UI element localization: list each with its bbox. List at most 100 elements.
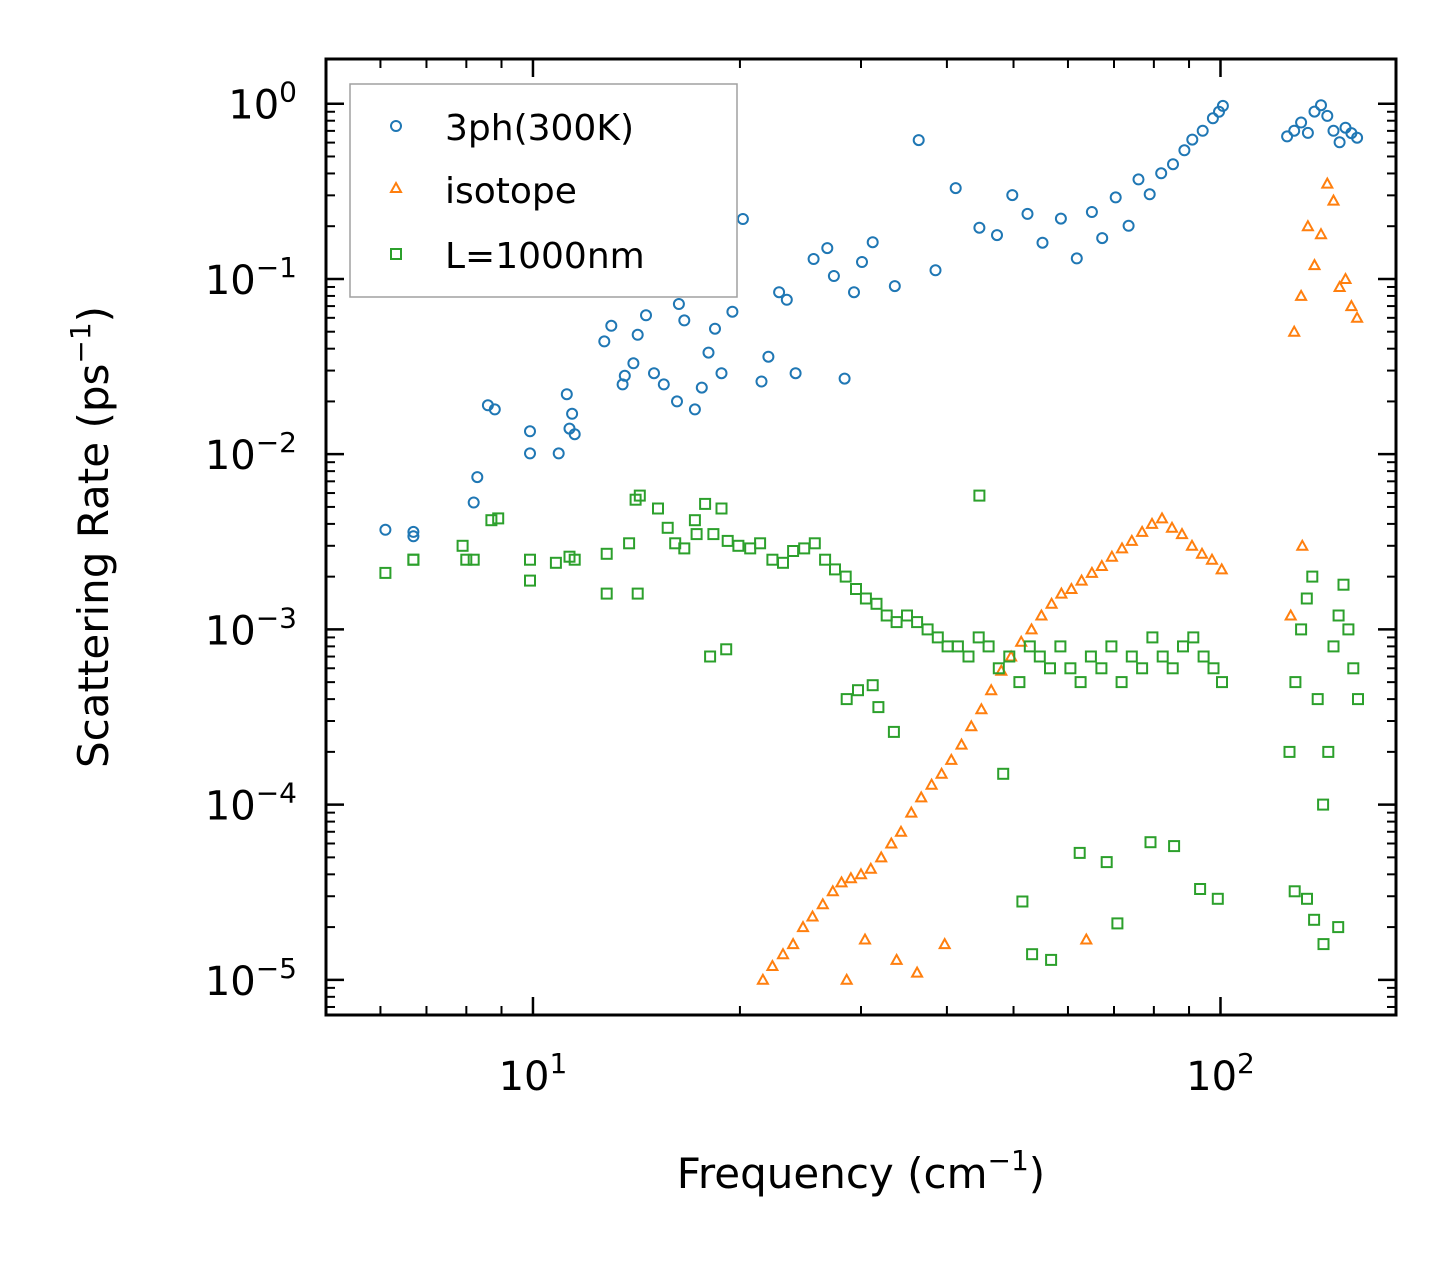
data-point <box>755 375 768 388</box>
data-point <box>827 270 840 282</box>
data-point <box>709 322 721 335</box>
legend: 3ph(300K) isotope L=1000nm <box>349 83 738 298</box>
data-point <box>1146 631 1159 644</box>
legend-marker-square <box>390 248 402 260</box>
data-point <box>699 497 712 510</box>
data-point <box>839 570 852 583</box>
data-point <box>1216 99 1229 112</box>
data-point <box>912 134 925 147</box>
data-point <box>640 309 652 322</box>
data-point <box>488 403 501 416</box>
data-point <box>1115 541 1129 554</box>
data-point <box>1338 271 1353 284</box>
data-point <box>524 425 536 438</box>
legend-marker-circle <box>390 120 402 132</box>
data-point <box>870 597 883 610</box>
data-point <box>715 367 728 380</box>
data-point <box>379 566 392 579</box>
data-point <box>938 937 952 950</box>
data-point <box>1074 573 1089 586</box>
data-point <box>992 662 1005 675</box>
data-point <box>1288 885 1301 898</box>
data-point <box>1294 288 1308 301</box>
data-point <box>1144 836 1157 849</box>
data-point <box>1014 634 1028 647</box>
data-point <box>1284 608 1298 621</box>
data-point <box>1125 650 1138 663</box>
data-point <box>1205 552 1219 565</box>
data-point <box>605 319 618 332</box>
legend-box <box>349 83 738 298</box>
data-point <box>1034 608 1049 621</box>
data-point <box>1295 623 1308 636</box>
data-point <box>702 346 715 359</box>
y-tick-label: 10−4 <box>205 777 297 830</box>
data-point <box>929 264 942 277</box>
data-point <box>974 702 989 715</box>
data-point <box>854 867 868 880</box>
x-tick-label: 101 <box>499 1047 568 1100</box>
data-point <box>1206 112 1219 125</box>
data-point <box>633 489 646 502</box>
data-point <box>600 547 613 560</box>
data-point <box>704 650 717 663</box>
data-point <box>1301 892 1313 905</box>
data-point <box>695 381 708 394</box>
data-point <box>1064 581 1079 594</box>
data-point <box>1021 207 1034 220</box>
data-point <box>1054 586 1069 599</box>
tick-label-layer: 101 102 100 10−1 10−2 10−3 10−4 10−5 <box>205 76 1255 1100</box>
data-point <box>1332 609 1345 622</box>
data-point <box>856 256 868 268</box>
data-point <box>1033 650 1046 663</box>
data-point <box>1013 676 1026 689</box>
data-point <box>1326 193 1341 206</box>
data-point <box>1295 538 1309 551</box>
data-point <box>492 512 505 525</box>
data-point <box>910 965 924 978</box>
data-point <box>880 609 893 622</box>
data-point <box>652 502 664 515</box>
data-point <box>1026 948 1039 961</box>
data-point <box>858 932 872 945</box>
data-point <box>949 182 962 195</box>
data-point <box>1054 212 1067 225</box>
data-point <box>874 850 888 863</box>
data-point <box>982 640 995 653</box>
data-point <box>1168 840 1181 853</box>
data-point <box>984 683 998 696</box>
data-point <box>1178 144 1191 157</box>
data-point <box>715 502 728 515</box>
data-point <box>1155 167 1168 180</box>
data-point <box>661 521 674 534</box>
data-point <box>552 447 565 460</box>
data-point <box>524 447 536 460</box>
data-point <box>657 378 670 391</box>
data-point <box>1289 676 1302 689</box>
data-point <box>1167 158 1179 171</box>
data-point <box>934 766 949 779</box>
data-point <box>1096 232 1109 245</box>
data-point <box>796 920 810 933</box>
data-point <box>964 719 978 732</box>
data-point <box>407 525 420 538</box>
data-point <box>924 777 939 790</box>
data-point <box>762 350 775 363</box>
data-point <box>972 631 985 644</box>
data-point <box>648 367 660 380</box>
data-point <box>1300 592 1313 605</box>
data-point <box>1156 650 1169 663</box>
data-point <box>524 553 536 566</box>
data-point <box>1287 324 1301 337</box>
data-point <box>1044 662 1056 675</box>
data-point <box>1024 622 1039 635</box>
data-point <box>1023 640 1036 653</box>
series-layer <box>379 99 1364 985</box>
data-point <box>1332 279 1347 292</box>
data-point <box>688 514 701 527</box>
data-point <box>805 909 820 922</box>
data-point <box>834 875 849 888</box>
data-point <box>773 286 786 299</box>
data-point <box>1288 124 1301 137</box>
data-point <box>568 553 581 566</box>
